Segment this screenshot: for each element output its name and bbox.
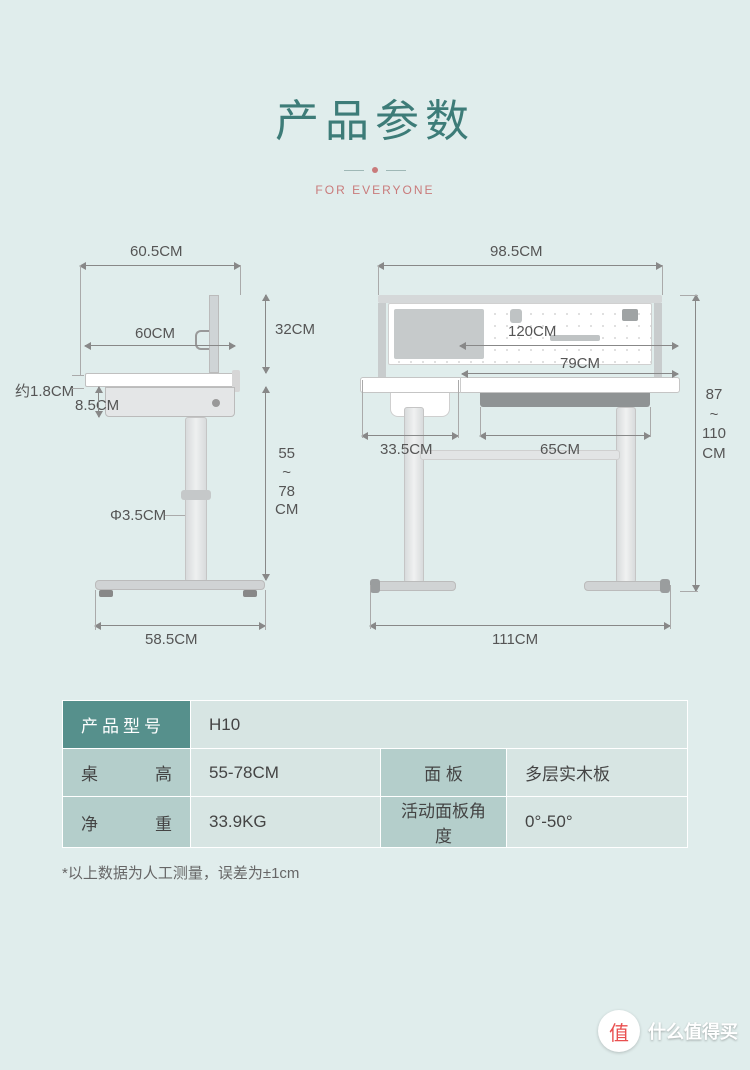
product-spec-infographic: 产品参数 FOR EVERYONE 60.5CM 60CM 32CM 约1.8C… <box>0 0 750 1070</box>
watermark-badge-icon: 值 <box>598 1010 640 1052</box>
title-divider <box>0 167 750 173</box>
table-row: 净 重 33.9KG 活动面板角度 0°-50° <box>63 797 688 848</box>
dimension-diagrams: 60.5CM 60CM 32CM 约1.8CM 8.5CM 55 ~ 78 CM… <box>0 225 750 665</box>
watermark-text: 什么值得买 <box>648 1018 738 1044</box>
dim-side-thick: 约1.8CM <box>15 380 74 401</box>
dim-side-upright: 32CM <box>275 321 315 338</box>
dim-front-tray: 33.5CM <box>380 441 433 458</box>
dim-front-desk-width: 120CM <box>508 323 556 340</box>
dim-side-top-width: 60.5CM <box>130 243 183 260</box>
spec-label-model: 产品型号 <box>63 701 191 749</box>
spec-value-height: 55-78CM <box>191 749 381 797</box>
spec-value-angle: 0°-50° <box>507 797 688 848</box>
table-row: 产品型号 H10 <box>63 701 688 749</box>
dim-side-leg-dia: Φ3.5CM <box>110 507 166 524</box>
spec-label-panel: 面 板 <box>381 749 507 797</box>
dim-side-shelf-depth: 60CM <box>135 325 175 342</box>
dim-side-base: 58.5CM <box>145 631 198 648</box>
spec-value-model: H10 <box>191 701 688 749</box>
page-subtitle: FOR EVERYONE <box>0 183 750 197</box>
measurement-footnote: *以上数据为人工测量，误差为±1cm <box>62 862 299 883</box>
spec-label-angle: 活动面板角度 <box>381 797 507 848</box>
dim-side-leg-range: 55 ~ 78 CM <box>275 445 298 520</box>
watermark: 值 什么值得买 <box>598 1010 738 1052</box>
spec-label-height: 桌 高 <box>63 749 191 797</box>
dim-front-base: 111CM <box>492 631 538 648</box>
page-title: 产品参数 <box>0 85 750 149</box>
dim-front-drawer: 65CM <box>540 441 580 458</box>
dim-front-panel: 98.5CM <box>490 243 543 260</box>
spec-label-weight: 净 重 <box>63 797 191 848</box>
dim-front-work: 79CM <box>560 355 600 372</box>
spec-value-panel: 多层实木板 <box>507 749 688 797</box>
header: 产品参数 FOR EVERYONE <box>0 0 750 197</box>
spec-table: 产品型号 H10 桌 高 55-78CM 面 板 多层实木板 净 重 33.9K… <box>62 700 688 848</box>
table-row: 桌 高 55-78CM 面 板 多层实木板 <box>63 749 688 797</box>
dim-front-height-range: 87 ~ 110 CM <box>702 385 726 463</box>
spec-value-weight: 33.9KG <box>191 797 381 848</box>
